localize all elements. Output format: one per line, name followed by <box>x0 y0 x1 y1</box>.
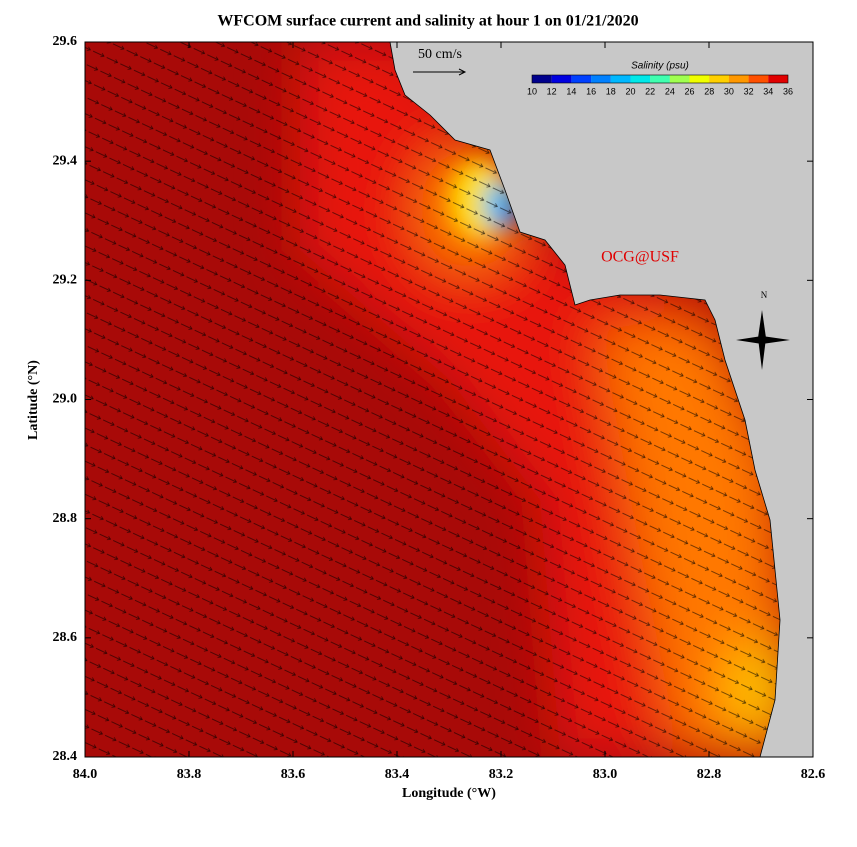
colorbar-tick-label: 18 <box>606 86 616 96</box>
colorbar-tick-label: 36 <box>783 86 793 96</box>
colorbar-tick-label: 16 <box>586 86 596 96</box>
x-tick-label: 83.8 <box>177 767 202 782</box>
colorbar-segment <box>728 75 749 83</box>
colorbar-tick-label: 14 <box>566 86 576 96</box>
x-axis-label: Longitude (°W) <box>402 786 496 801</box>
north-label: N <box>761 290 768 300</box>
y-tick-label: 28.8 <box>53 511 78 526</box>
y-tick-label: 29.2 <box>53 273 78 288</box>
colorbar-segment <box>768 75 788 83</box>
y-tick-label: 28.6 <box>53 630 78 645</box>
x-tick-label: 83.2 <box>489 767 514 782</box>
x-tick-label: 83.4 <box>385 767 410 782</box>
colorbar-segment <box>610 75 631 83</box>
colorbar-tick-label: 34 <box>763 86 773 96</box>
colorbar-tick-label: 32 <box>744 86 754 96</box>
colorbar-segment <box>650 75 670 83</box>
colorbar-frame <box>531 74 789 84</box>
x-tick-label: 83.6 <box>281 767 306 782</box>
colorbar-segment <box>571 75 592 83</box>
credit: OCG@USF <box>601 249 679 266</box>
colorbar-title: Salinity (psu) <box>631 61 689 72</box>
compass: N <box>736 290 790 370</box>
scale-arrow-head <box>458 68 467 76</box>
colorbar-tick-label: 30 <box>724 86 734 96</box>
colorbar-segment <box>669 75 690 83</box>
y-axis-label: Latitude (°N) <box>26 360 41 440</box>
colorbar-tick-label: 28 <box>704 86 714 96</box>
colorbar-tick-label: 26 <box>685 86 695 96</box>
colorbar-segment <box>591 75 611 83</box>
x-tick-label: 84.0 <box>73 767 98 782</box>
y-tick-label: 29.0 <box>53 392 78 407</box>
colorbar-tick-label: 12 <box>547 86 557 96</box>
colorbar-tick-label: 24 <box>665 86 675 96</box>
colorbar-segment <box>709 75 729 83</box>
map-area <box>85 42 813 757</box>
colorbar-segment <box>630 75 651 83</box>
scale-label: 50 cm/s <box>418 47 462 62</box>
y-tick-label: 29.6 <box>53 34 78 49</box>
colorbar-segment <box>551 75 572 83</box>
colorbar-tick-label: 20 <box>625 86 635 96</box>
colorbar-tick-label: 10 <box>527 86 537 96</box>
colorbar-segment <box>748 75 769 83</box>
x-tick-label: 82.8 <box>697 767 722 782</box>
land <box>389 42 813 757</box>
colorbar-segment <box>532 75 552 83</box>
title: WFCOM surface current and salinity at ho… <box>217 13 638 30</box>
y-tick-label: 28.4 <box>53 749 78 764</box>
x-tick-label: 82.6 <box>801 767 826 782</box>
colorbar-segment <box>689 75 710 83</box>
y-tick-label: 29.4 <box>53 153 78 168</box>
colorbar-tick-label: 22 <box>645 86 655 96</box>
x-tick-label: 83.0 <box>593 767 618 782</box>
